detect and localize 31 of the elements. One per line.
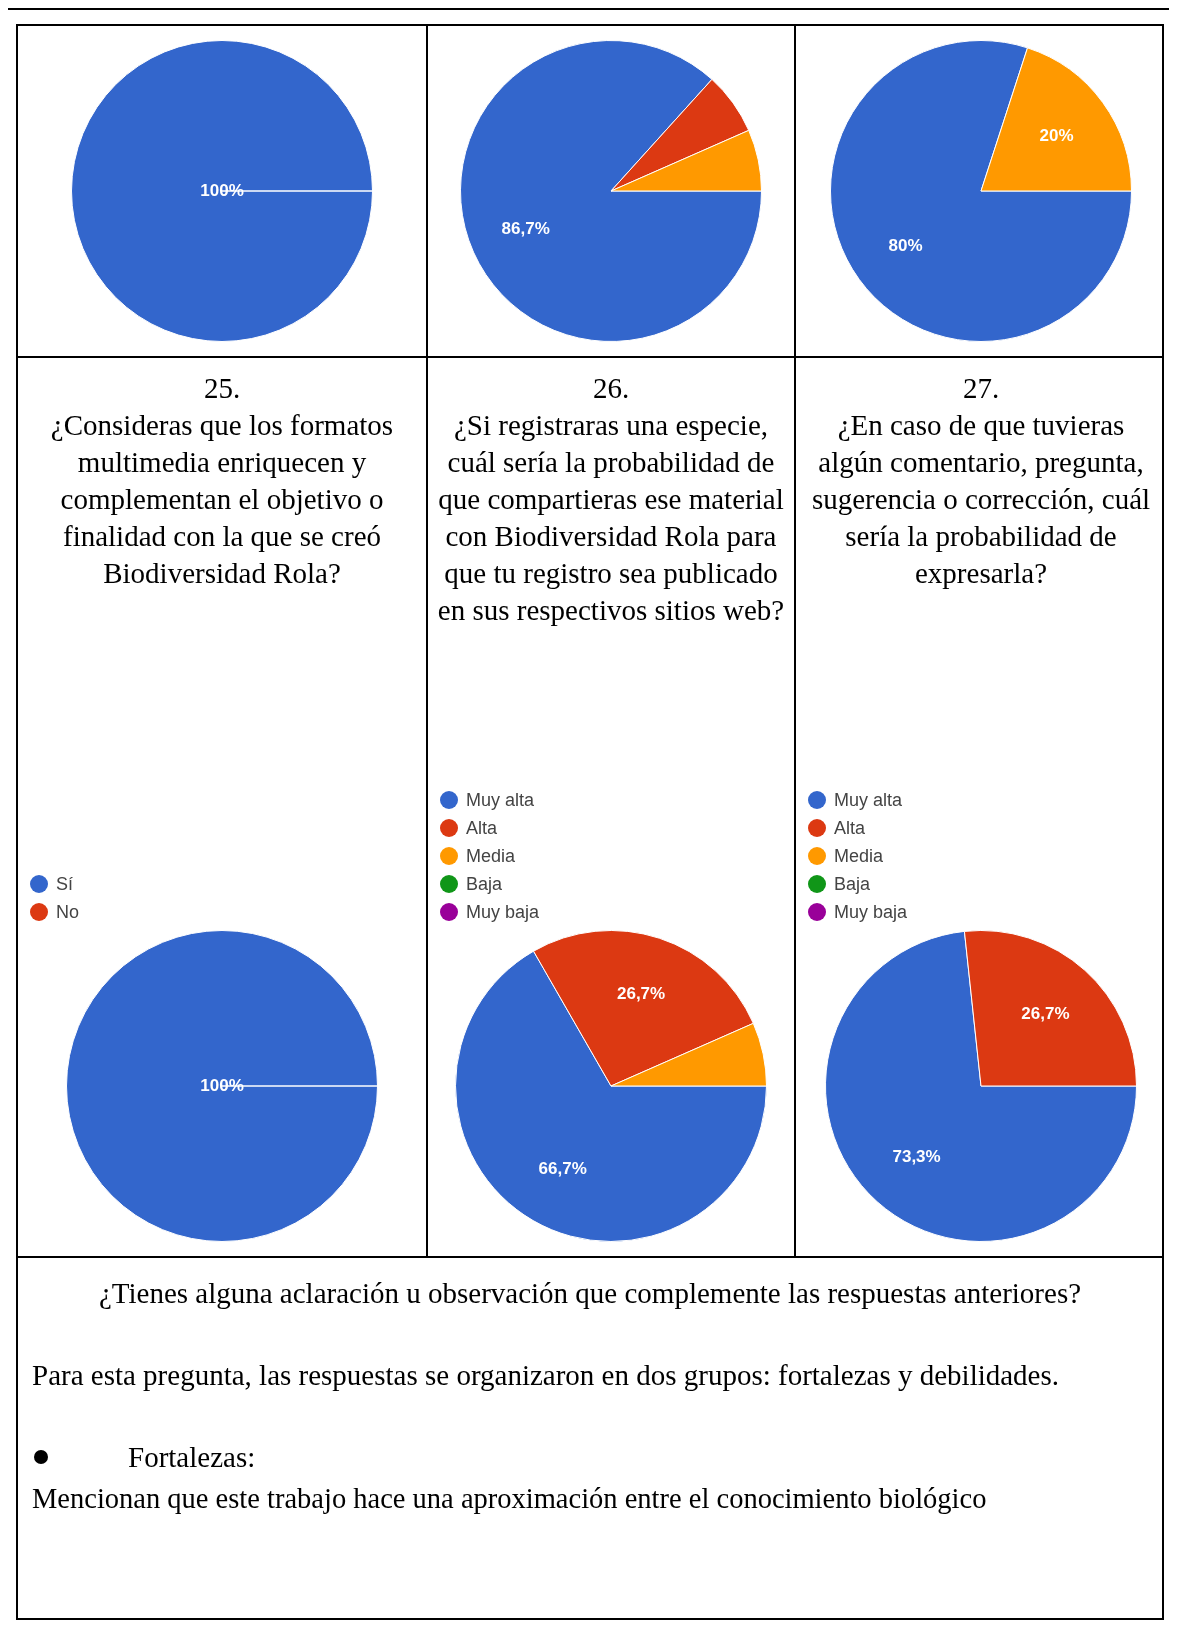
legend-label: Baja — [833, 872, 871, 896]
data-label: 73,3% — [892, 1147, 941, 1167]
legend-label: Media — [465, 844, 516, 868]
chart-subtitle: ¿Si registraras una especie, cuál sería la probabilidad de que compartieras ese material con Biodiversidad Rola para que tu registro sea publicado en sus respectivos sitios web? — [436, 408, 786, 628]
data-label: 20% — [1039, 125, 1074, 145]
data-label: 100% — [200, 1075, 244, 1095]
chart-title: 27. — [961, 371, 1001, 406]
legend-label: Muy alta — [833, 788, 903, 812]
text: ¿Tienes alguna aclaración u observación que complemente las respuestas anteriores? — [97, 1276, 1083, 1311]
legend-label: Alta — [465, 816, 498, 840]
chart-title: 25. — [202, 371, 242, 406]
data-label: 100% — [200, 180, 244, 200]
text: Para esta pregunta, las respuestas se organizaron en dos grupos: fortalezas y debilidades. — [32, 1358, 1061, 1393]
data-label: 86,7% — [501, 218, 550, 238]
text: Mencionan que este trabajo hace una aproximación entre el conocimiento biológico — [32, 1482, 988, 1516]
legend-label: Muy baja — [465, 900, 540, 924]
chart-subtitle: ¿En caso de que tuvieras algún comentario, pregunta, sugerencia o corrección, cuál sería la probabilidad de expresarla? — [810, 408, 1152, 591]
data-label: 80% — [888, 235, 923, 255]
legend-label: Media — [833, 844, 884, 868]
legend-label: No — [55, 900, 80, 924]
data-label: 26,7% — [616, 984, 666, 1004]
legend-label: Sí — [55, 872, 74, 896]
chart-title: 26. — [591, 371, 631, 406]
chart-subtitle: ¿Consideras que los formatos multimedia enriquecen y complementan el objetivo o finalidad con la que se creó Biodiversidad Rola? — [49, 408, 395, 591]
legend-label: Alta — [833, 816, 866, 840]
legend-label: Muy baja — [833, 900, 908, 924]
text: Fortalezas: — [128, 1440, 256, 1475]
legend-label: Baja — [465, 872, 503, 896]
data-label: 26,7% — [1021, 1003, 1070, 1023]
data-label: 66,7% — [538, 1159, 587, 1179]
legend-label: Muy alta — [465, 788, 535, 812]
